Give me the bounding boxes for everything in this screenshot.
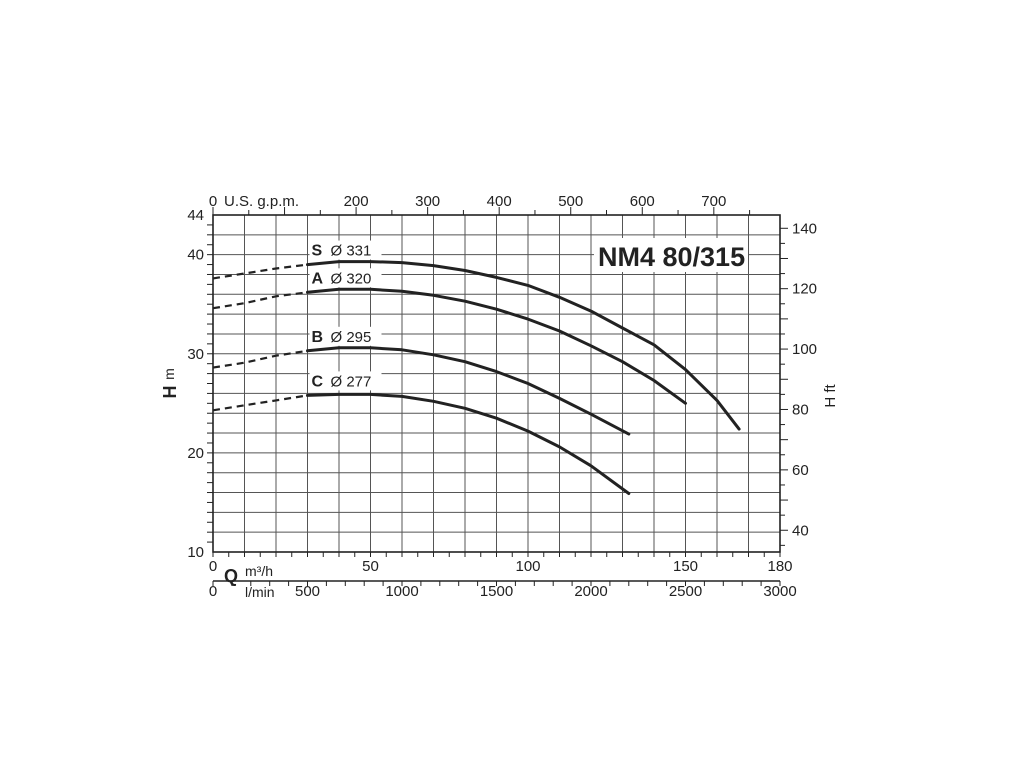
series-letter-C: C — [312, 373, 324, 390]
series-letter-S: S — [312, 243, 323, 260]
lmin-tick-label: 2500 — [669, 583, 702, 600]
series-curve-B — [306, 346, 631, 436]
chart-title: NM4 80/315 — [598, 242, 745, 272]
gpm-tick-label: 400 — [487, 193, 512, 210]
q-axis-letter: Q — [224, 566, 238, 586]
series-dashed-C — [212, 394, 308, 412]
ft-tick-label: 100 — [792, 341, 817, 358]
lmin-tick-label: 3000 — [763, 583, 796, 600]
gpm-tick-label: 300 — [415, 193, 440, 210]
series-label-bg-A — [309, 268, 382, 288]
y-tick-label: 30 — [187, 346, 204, 363]
ft-tick-label: 60 — [792, 462, 809, 479]
series-diameter-B: Ø 295 — [331, 329, 372, 346]
lmin-tick-label: 1500 — [480, 583, 513, 600]
h-axis-unit: m — [161, 368, 177, 380]
y-tick-label: 10 — [187, 544, 204, 561]
ft-tick-label: 120 — [792, 281, 817, 298]
gpm-tick-label: 700 — [701, 193, 726, 210]
series-letter-B: B — [312, 329, 324, 346]
ft-tick-label: 40 — [792, 522, 809, 539]
labels: S Ø 331 A Ø 320 B Ø 295 C Ø 277 — [309, 240, 382, 391]
series-diameter-A: Ø 320 — [331, 270, 372, 287]
y-tick-label: 44 — [187, 207, 204, 224]
series-letter-A: A — [312, 270, 324, 287]
series-label-bg-C — [309, 371, 382, 391]
h-axis-label-group: Hm — [160, 368, 180, 398]
grid — [212, 214, 781, 553]
gpm-tick-label: 0 — [209, 193, 217, 210]
series-diameter-S: Ø 331 — [331, 243, 372, 260]
chart-title-box: NM4 80/315 — [594, 238, 748, 272]
series-diameter-C: Ø 277 — [331, 373, 372, 390]
series-dashed-A — [212, 291, 308, 310]
lmin-tick-label: 500 — [295, 583, 320, 600]
q-unit-lmin: l/min — [245, 584, 275, 600]
y-tick-label: 40 — [187, 247, 204, 264]
q-tick-label: 100 — [515, 558, 540, 575]
series-dashed-B — [212, 349, 308, 369]
gpm-tick-label: 600 — [630, 193, 655, 210]
y-tick-label: 20 — [187, 445, 204, 462]
ft-tick-label: 80 — [792, 401, 809, 418]
ft-axis-label-group: H ft — [822, 384, 839, 408]
series-curve-A — [306, 287, 687, 405]
h-axis-letter: H — [160, 386, 180, 399]
lmin-tick-label: 1000 — [385, 583, 418, 600]
q-tick-label: 0 — [209, 558, 217, 575]
series-label-bg-B — [309, 326, 382, 346]
gpm-unit-label: U.S. g.p.m. — [224, 193, 299, 210]
ft-axis-label: H ft — [822, 384, 839, 408]
ft-tick-label: 140 — [792, 220, 817, 237]
series-dashed-S — [212, 263, 308, 280]
series-curve-S — [306, 260, 741, 431]
q-tick-label: 180 — [767, 558, 792, 575]
lmin-tick-label: 0 — [209, 583, 217, 600]
q-tick-label: 150 — [673, 558, 698, 575]
q-unit-m3h: m³/h — [245, 563, 273, 579]
gpm-tick-label: 200 — [344, 193, 369, 210]
series-curve-C — [306, 392, 631, 495]
series-label-bg-S — [309, 240, 382, 260]
series — [212, 260, 741, 495]
lmin-tick-label: 2000 — [574, 583, 607, 600]
q-tick-label: 50 — [362, 558, 379, 575]
gpm-tick-label: 500 — [558, 193, 583, 210]
